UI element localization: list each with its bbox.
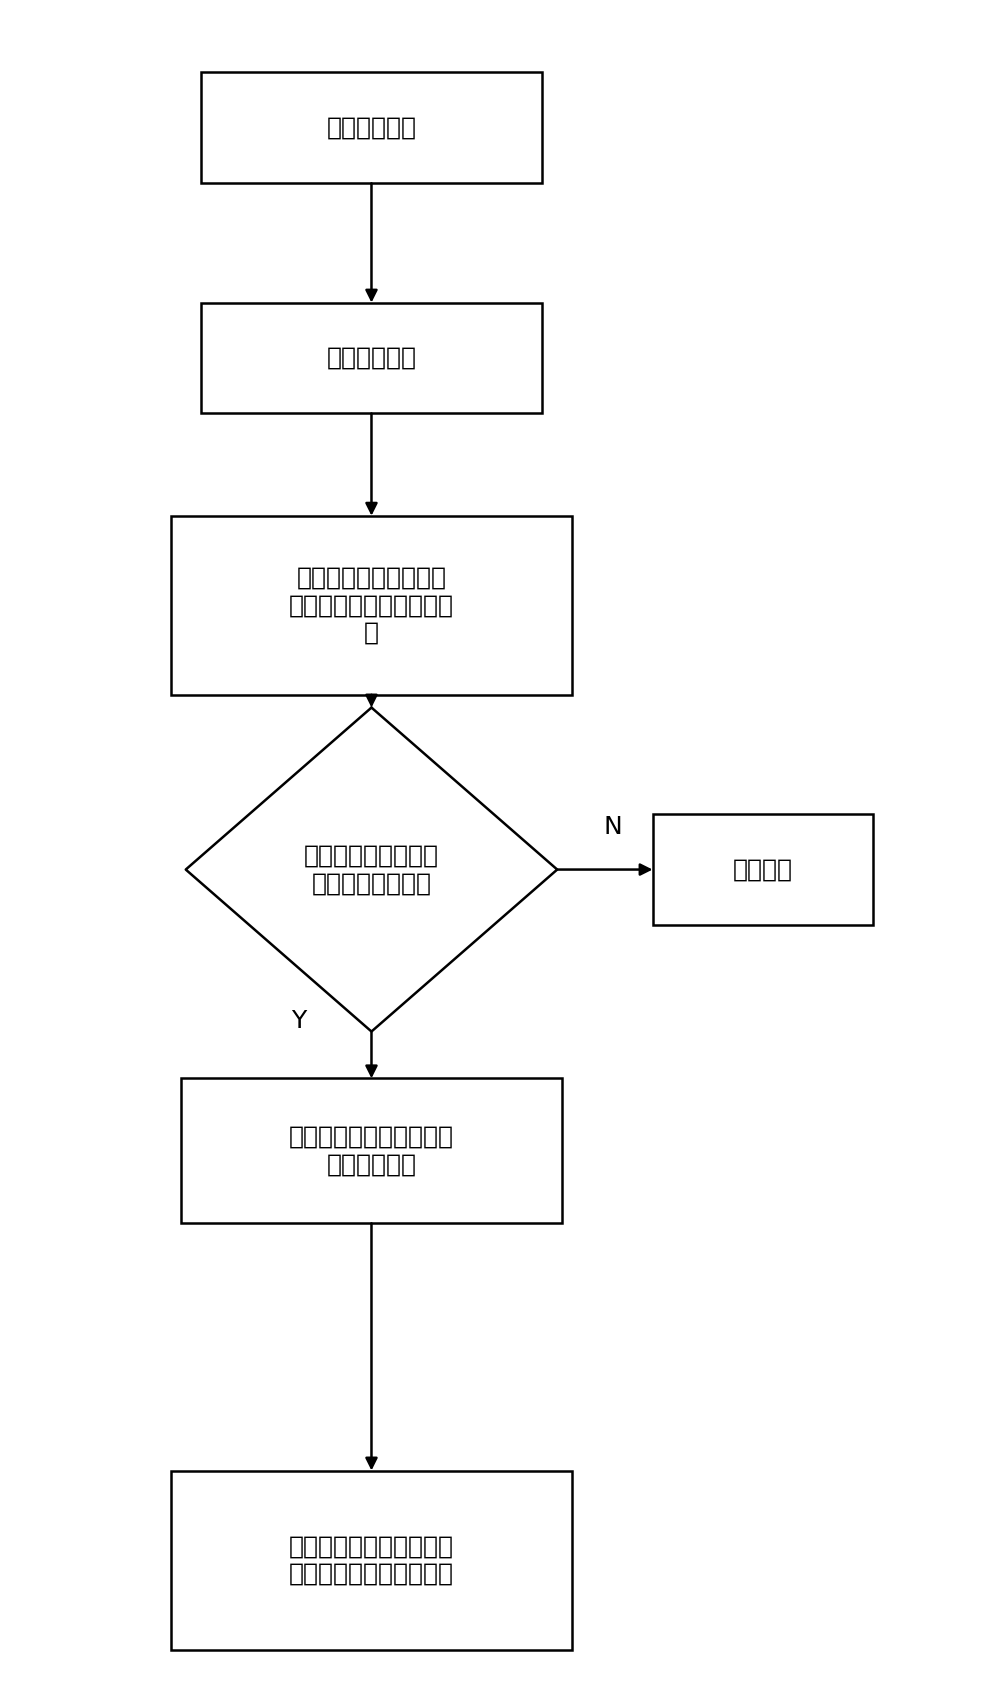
Text: N: N: [603, 815, 621, 839]
Bar: [171, 1470, 572, 1650]
Bar: [201, 73, 542, 182]
Polygon shape: [186, 708, 557, 1032]
Bar: [652, 815, 873, 924]
Bar: [171, 515, 572, 696]
Bar: [181, 1078, 562, 1224]
Text: 依据同源数据比对模型，
计算比对结果: 依据同源数据比对模型， 计算比对结果: [289, 1125, 453, 1176]
Text: 数据无效: 数据无效: [732, 858, 792, 881]
Text: 采集信号报文: 采集信号报文: [326, 346, 416, 370]
Text: 同源数据配置: 同源数据配置: [326, 116, 416, 140]
Text: 收到报文后解析同源数
据，并将同源数据分成两
组: 收到报文后解析同源数 据，并将同源数据分成两 组: [289, 566, 453, 644]
Text: 根据比对结果，确定告警
状态，判定采样回路故障: 根据比对结果，确定告警 状态，判定采样回路故障: [289, 1534, 453, 1586]
Bar: [201, 303, 542, 413]
Text: 判断同源数据组的幅
值、相角是否有效: 判断同源数据组的幅 值、相角是否有效: [304, 844, 438, 895]
Text: Y: Y: [291, 1009, 307, 1033]
